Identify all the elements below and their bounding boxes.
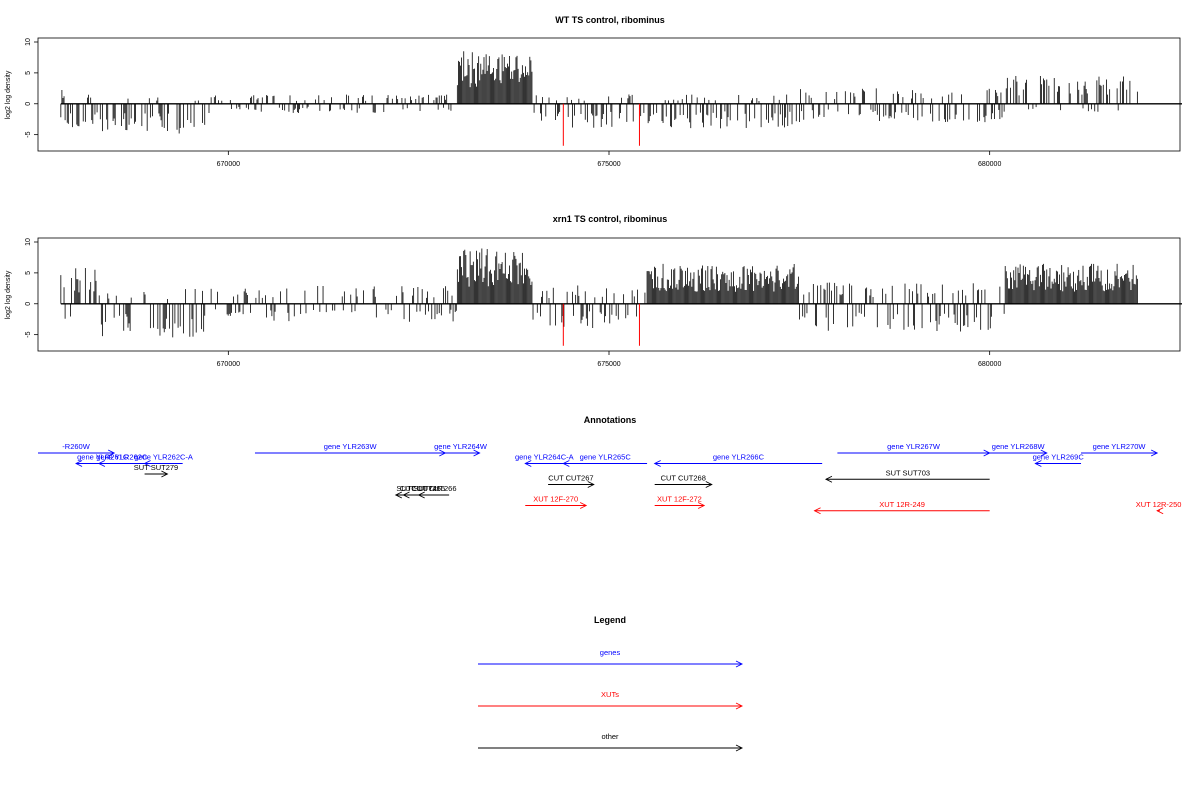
legend-title: Legend [594,615,626,625]
annotation-label: XUT 12F-270 [533,495,578,504]
wt-density-panel: WT TS control, ribominus log2 log densit… [5,15,1182,168]
annotation-arrowhead [75,460,83,467]
x-tick-label: 680000 [978,361,1001,368]
legend-arrowhead [735,744,744,752]
annotation-label: SUT SUT703 [886,468,930,477]
annotation-label: -R260W [62,442,90,451]
panel-title: xrn1 TS control, ribominus [553,214,668,224]
annotation-label: gene YLR261C [77,453,129,462]
y-axis-label: log2 log density [5,70,12,119]
x-tick-label: 680000 [978,161,1001,168]
annotation-label: CUT CUT265 [400,484,445,493]
annotation-arrowhead [473,449,481,457]
legend-entries: genes XUTs other [478,648,744,752]
x-tick-label: 675000 [597,161,620,168]
annotation-label: CUT CUT266 [411,484,456,493]
y-tick-label: 10 [25,238,32,246]
annotation-arrowhead [1040,449,1048,457]
legend-arrowhead [735,660,744,668]
axes: 10 5 0 -5 670000 675000 680000 [25,238,1001,368]
annotation-label: XUT 12R-249 [879,500,925,509]
annotation-arrowhead [579,502,588,509]
xrn1-density-panel: xrn1 TS control, ribominus log2 log dens… [5,214,1182,368]
annotation-arrowhead [1034,460,1042,467]
annotation-label: gene YLR269C [1033,453,1085,462]
annotation-arrowhead [705,481,713,488]
annotation-arrowhead [653,460,661,467]
annotation-arrowhead [813,507,821,515]
density-marks [60,51,1182,146]
axes: 10 5 0 -5 670000 675000 680000 [25,38,1001,168]
legend: Legend genes XUTs other [478,615,744,752]
y-tick-label: -5 [25,331,32,337]
x-tick-label: 670000 [217,161,240,168]
annotations-title: Annotations [584,415,637,425]
annotation-arrowhead [587,481,595,488]
annotation-label: XUT 12F-272 [657,495,702,504]
y-tick-label: 0 [25,102,32,106]
annotation-label: CUT CUT268 [661,474,706,483]
annotation-label: gene YLR264W [434,442,488,451]
legend-arrowhead [735,702,744,710]
annotation-arrowhead [562,460,570,467]
x-tick-label: 670000 [217,361,240,368]
panel-title: WT TS control, ribominus [555,15,665,25]
density-marks [60,248,1182,346]
y-tick-label: -5 [25,131,32,137]
y-tick-label: 10 [25,38,32,46]
annotation-arrowhead [824,475,833,483]
annotation-arrowhead [143,460,151,467]
annotation-arrowhead [697,502,706,509]
annotation-label: gene YLR262C [96,453,148,462]
annotation-label: gene YLR267W [887,442,941,451]
annotation-label: gene YLR268W [992,442,1046,451]
annotation-label: gene YLR270W [1093,442,1147,451]
annotation-label: SUT SUT745 [396,484,440,493]
annotation-arrowhead [1150,449,1159,457]
annotation-label: gene YLR265C [580,453,632,462]
annotation-label: gene YLR262C-A [134,453,193,462]
legend-label: XUTs [601,690,619,699]
plot-frame [37,37,1181,152]
annotation-arrowhead [1156,507,1164,515]
legend-label: other [601,732,619,741]
annotation-label: SUT SUT279 [134,463,178,472]
y-tick-label: 5 [25,71,32,75]
annotation-label: gene YLR264C-A [515,453,574,462]
annotation-label: gene YLR266C [713,453,765,462]
x-tick-label: 675000 [597,361,620,368]
annotation-label: XUT 12R-250 [1136,500,1182,509]
annotation-arrowhead [161,470,169,478]
y-tick-label: 0 [25,302,32,306]
annotation-arrowhead [107,449,116,457]
y-axis-label: log2 log density [5,270,12,319]
annotation-arrowhead [394,491,403,499]
annotation-label: CUT CUT267 [548,474,593,483]
annotation-arrowhead [524,460,532,467]
y-tick-label: 5 [25,271,32,275]
legend-label: genes [600,648,621,657]
annotation-label: gene YLR263W [324,442,378,451]
